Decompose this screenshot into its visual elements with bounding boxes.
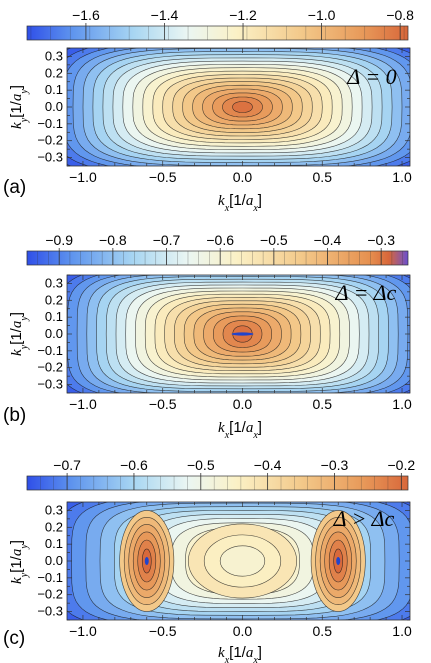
x-axis-label-b: kx[1/ax] [218,419,262,441]
y-tick-label: −0.1 [37,343,63,358]
y-tick-label: 0.3 [45,48,63,63]
x-tick-label: 0.0 [233,396,253,412]
colorbar-tick-label: −1.0 [308,7,336,23]
colorbar-tick-label: −0.3 [367,232,395,248]
colorbar-tick-label: −0.5 [187,457,215,473]
colorbar-tick-label: −0.8 [386,7,414,23]
panel-label-c: (c) [3,628,25,649]
x-tick-label: −0.5 [149,623,177,639]
y-tick-label: −0.3 [37,604,63,619]
contours-b [67,275,410,393]
colorbar-b-ticks: −0.9 −0.8 −0.7 −0.6 −0.5 −0.4 −0.3 [26,232,403,265]
x-tick-label: 1.0 [392,169,412,185]
x-ticks-a: −1.0 −0.5 0.0 0.5 1.0 [69,48,412,185]
colorbar-tick-label: −0.4 [254,457,282,473]
x-ticks-c: −1.0 −0.5 0.0 0.5 1.0 [69,502,412,639]
colorbar-tick-label: −0.6 [206,232,234,248]
minimum-marker [144,557,149,565]
annotation-a: Δ = 0 [346,64,396,89]
y-tick-label: 0.3 [45,275,63,290]
y-tick-label: 0.2 [45,519,63,534]
colorbar-tick-label: −0.7 [53,457,81,473]
x-ticks-b: −1.0 −0.5 0.0 0.5 1.0 [69,275,412,412]
plot-area-a [67,48,410,166]
colorbar-tick-label: −0.8 [99,232,127,248]
y-tick-label: −0.3 [37,150,63,165]
y-tick-label: 0.2 [45,292,63,307]
x-tick-label: −1.0 [69,623,97,639]
colorbar-a: −1.6 −1.4 −1.2 −1.0 −0.8 [26,7,414,41]
x-axis-label-c: kx[1/ax] [218,644,262,663]
colorbar-tick-label: −0.4 [314,232,342,248]
minimum-marker [231,332,254,336]
y-tick-label: 0.2 [45,65,63,80]
colorbar-tick-label: −0.6 [120,457,148,473]
y-tick-label: −0.3 [37,377,63,392]
colorbar-c-ticks: −0.7 −0.6 −0.5 −0.4 −0.3 −0.2 [26,457,415,490]
plot-area-c [67,502,410,620]
y-tick-label: 0.3 [45,502,63,517]
x-tick-label: −1.0 [69,396,97,412]
colorbar-tick-label: −0.2 [387,457,415,473]
plot-area-b [67,275,410,393]
panel-c: −0.7 −0.6 −0.5 −0.4 −0.3 −0.2 −1.0 −0.5 0.0 0.5 1… [3,457,415,663]
colorbar-tick-label: −0.5 [260,232,288,248]
y-tick-label: 0.0 [45,326,63,341]
y-tick-label: 0.1 [45,82,63,97]
y-tick-label: −0.2 [37,133,63,148]
x-tick-label: 0.0 [233,169,253,185]
y-tick-label: −0.2 [37,587,63,602]
colorbar-tick-label: −1.6 [72,7,100,23]
x-tick-label: 0.0 [233,623,253,639]
y-ticks-c: −0.3 −0.2 −0.1 0.0 0.1 0.2 0.3 [37,501,410,621]
contour-band [219,545,266,577]
panel-b: −0.9 −0.8 −0.7 −0.6 −0.5 −0.4 −0.3 −1.0 −0.5 0.0… [3,232,412,441]
colorbar-a-bar [26,25,409,41]
colorbar-tick-label: −1.2 [229,7,257,23]
colorbar-c-bar [26,475,409,491]
minimum-marker [336,557,341,565]
y-tick-label: 0.1 [45,309,63,324]
y-axis-label-a: ky[1/ay] [8,85,30,129]
x-tick-label: 1.0 [392,396,412,412]
contours-a [67,48,410,166]
y-axis-label-b: ky[1/ay] [8,312,30,356]
x-tick-label: −1.0 [69,169,97,185]
y-ticks-b: −0.3 −0.2 −0.1 0.0 0.1 0.2 0.3 [37,274,410,394]
x-axis-label-a: kx[1/ax] [218,192,262,214]
x-tick-label: 1.0 [392,623,412,639]
colorbar-tick-label: −0.7 [153,232,181,248]
colorbar-a-ticks: −1.6 −1.4 −1.2 −1.0 −0.8 [30,7,414,40]
y-tick-label: 0.0 [45,553,63,568]
panel-label-a: (a) [3,177,26,198]
contours-c [67,502,410,620]
colorbar-b: −0.9 −0.8 −0.7 −0.6 −0.5 −0.4 −0.3 [26,232,409,266]
colorbar-tick-label: −0.3 [321,457,349,473]
x-tick-label: −0.5 [149,396,177,412]
y-tick-label: −0.1 [37,116,63,131]
colorbar-b-bar [26,250,409,266]
x-tick-label: 0.5 [313,623,333,639]
y-tick-label: 0.1 [45,536,63,551]
x-tick-label: −0.5 [149,169,177,185]
y-tick-label: −0.2 [37,360,63,375]
y-axis-label-c: ky[1/ay] [8,540,30,584]
annotation-b: Δ = Δc [335,280,397,305]
x-tick-label: 0.5 [313,169,333,185]
y-tick-label: −0.1 [37,570,63,585]
y-tick-label: 0.0 [45,99,63,114]
annotation-c: Δ > Δc [333,506,395,531]
x-tick-label: 0.5 [313,396,333,412]
colorbar-tick-label: −0.9 [45,232,73,248]
colorbar-c: −0.7 −0.6 −0.5 −0.4 −0.3 −0.2 [26,457,415,491]
panel-label-b: (b) [3,405,26,426]
colorbar-tick-label: −1.4 [151,7,179,23]
y-ticks-a: −0.3 −0.2 −0.1 0.0 0.1 0.2 0.3 [37,47,410,167]
panel-a: −1.6 −1.4 −1.2 −1.0 −0.8 −1.0 −0.5 0.0 0.5 1.0 −… [3,7,414,214]
contour-band [232,101,253,113]
